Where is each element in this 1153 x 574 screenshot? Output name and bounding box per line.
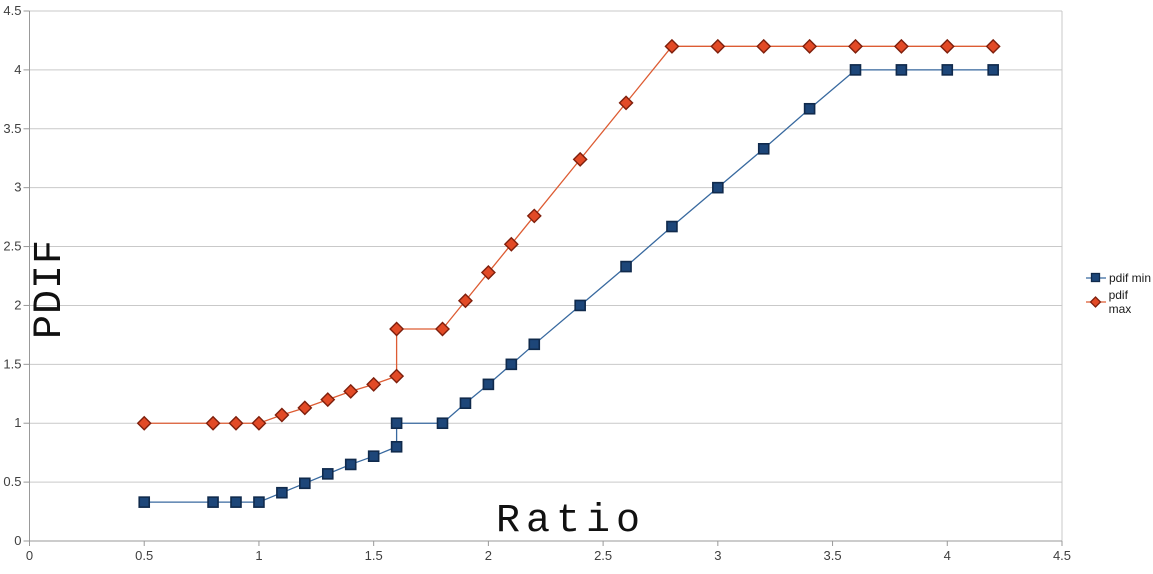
data-point-marker	[482, 378, 495, 391]
data-point-marker	[344, 458, 357, 471]
data-point-marker	[939, 38, 955, 54]
y-tick-label: 3.5	[3, 121, 21, 136]
data-point-marker	[299, 477, 311, 490]
data-point-marker	[620, 260, 632, 273]
data-point-marker	[320, 392, 336, 408]
square-marker-icon	[1086, 272, 1106, 283]
data-point-marker	[459, 397, 472, 410]
data-point-marker	[274, 407, 290, 423]
data-point-marker	[528, 338, 541, 351]
y-tick-label: 1.5	[3, 356, 21, 371]
data-point-marker	[757, 143, 770, 155]
data-point-marker	[712, 181, 724, 194]
data-point-marker	[756, 38, 772, 54]
data-point-marker	[802, 38, 818, 54]
data-point-marker	[390, 440, 403, 453]
y-tick-label: 4.5	[3, 3, 21, 18]
data-point-marker	[503, 236, 519, 252]
data-point-marker	[436, 417, 449, 430]
data-point-marker	[276, 486, 288, 499]
data-point-marker	[390, 417, 403, 430]
legend-label: pdif max	[1108, 288, 1132, 316]
data-point-marker	[849, 64, 862, 76]
x-tick-label: 3	[714, 548, 721, 563]
legend-item-pdif-min[interactable]: pdif min	[1086, 271, 1153, 285]
data-point-marker	[228, 415, 244, 431]
x-tick-label: 0.5	[135, 548, 153, 563]
x-tick-label: 1.5	[365, 548, 383, 563]
y-tick-label: 3	[14, 180, 21, 195]
data-point-marker	[435, 321, 450, 337]
data-point-marker	[572, 151, 588, 167]
data-point-marker	[526, 208, 542, 224]
data-point-marker	[389, 321, 405, 337]
data-point-marker	[297, 400, 313, 416]
data-point-marker	[664, 38, 680, 54]
x-tick-label: 2	[485, 548, 492, 563]
data-point-marker	[389, 368, 405, 384]
data-point-marker	[480, 264, 496, 280]
data-point-marker	[207, 496, 219, 508]
data-point-marker	[666, 220, 678, 233]
data-point-marker	[941, 64, 954, 76]
data-point-marker	[251, 415, 267, 431]
legend: pdif min pdif max	[1086, 271, 1153, 316]
x-tick-label: 2.5	[594, 548, 612, 563]
data-point-marker	[985, 38, 1001, 54]
legend-item-pdif-max[interactable]: pdif max	[1086, 288, 1153, 316]
data-point-marker	[893, 38, 909, 54]
y-axis-title: PDIF	[28, 238, 73, 340]
data-point-marker	[366, 376, 382, 392]
y-tick-label: 2.5	[3, 239, 21, 254]
data-point-marker	[205, 415, 221, 431]
series-line-pdif-min	[144, 69, 994, 503]
data-point-marker	[457, 293, 473, 309]
data-point-marker	[138, 496, 151, 508]
series-line-pdif-max	[144, 45, 994, 424]
y-tick-label: 4	[14, 62, 21, 77]
data-point-marker	[710, 38, 726, 54]
data-point-marker	[343, 383, 359, 399]
diamond-marker-icon	[1086, 296, 1106, 308]
data-point-marker	[848, 38, 863, 54]
data-point-marker	[136, 415, 152, 431]
data-point-marker	[987, 64, 999, 76]
legend-label: pdif min	[1109, 271, 1152, 285]
data-point-marker	[367, 450, 380, 463]
x-tick-label: 3.5	[824, 548, 842, 563]
x-tick-label: 0	[26, 548, 33, 563]
x-tick-label: 4.5	[1053, 548, 1071, 563]
data-point-marker	[895, 64, 908, 76]
y-tick-label: 0.5	[3, 474, 21, 489]
data-point-marker	[321, 468, 334, 480]
data-point-marker	[574, 299, 586, 312]
data-point-marker	[230, 496, 242, 508]
data-point-marker	[618, 95, 634, 111]
x-axis-title: Ratio	[495, 499, 647, 544]
data-point-marker	[505, 358, 518, 371]
y-tick-label: 0	[14, 533, 21, 548]
y-tick-label: 1	[14, 415, 21, 430]
data-point-marker	[253, 496, 265, 508]
x-tick-label: 4	[944, 548, 951, 563]
x-tick-label: 1	[255, 548, 262, 563]
data-point-marker	[803, 102, 816, 115]
y-tick-label: 2	[14, 297, 21, 312]
